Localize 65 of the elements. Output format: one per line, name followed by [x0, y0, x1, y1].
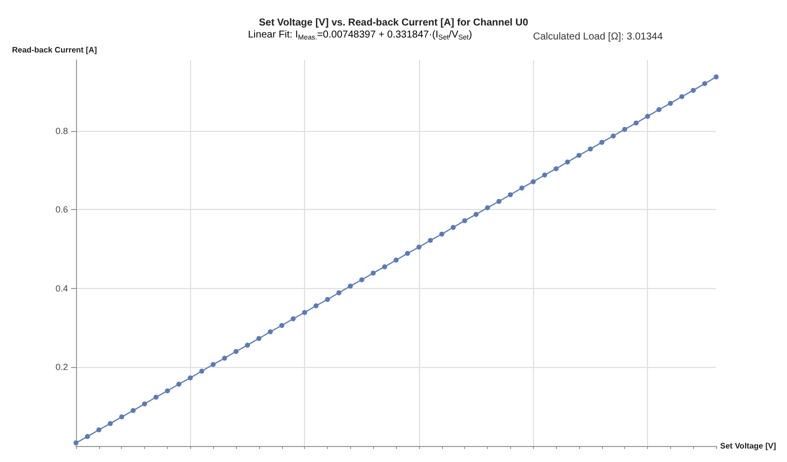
point [645, 114, 650, 119]
point [634, 120, 639, 126]
point [519, 186, 524, 191]
point [588, 146, 593, 152]
point [714, 74, 719, 80]
point [530, 179, 536, 184]
y-tick-label: 0.8 [55, 126, 68, 136]
y-axis-title: Read-back Current [A] [12, 46, 98, 54]
x-axis-title: Set Voltage [V] [720, 442, 776, 450]
point [382, 264, 388, 270]
point [690, 88, 696, 93]
y-tick-label: 0.6 [55, 204, 68, 215]
point [324, 296, 330, 302]
point [394, 258, 399, 263]
point [439, 232, 444, 237]
point [188, 375, 193, 380]
point [336, 290, 342, 296]
point [142, 401, 148, 406]
point [268, 329, 273, 334]
point [119, 414, 124, 420]
point [279, 322, 284, 328]
point [462, 218, 468, 224]
point [679, 94, 684, 100]
point [234, 348, 239, 354]
point [416, 244, 422, 250]
point [428, 238, 433, 243]
point [610, 134, 616, 139]
point [656, 107, 662, 112]
point [314, 303, 319, 308]
text: Calculated Load [Ω]: 3.01344 [533, 32, 664, 42]
point [108, 421, 113, 426]
point [702, 81, 708, 86]
point [84, 434, 90, 440]
point [508, 192, 513, 198]
point [599, 140, 604, 145]
point [290, 316, 296, 322]
point [256, 336, 262, 341]
point [154, 394, 159, 400]
point [176, 382, 182, 387]
point [199, 368, 204, 374]
point [302, 310, 308, 315]
point [554, 166, 559, 172]
point [565, 160, 570, 165]
point [210, 362, 216, 367]
point [622, 126, 628, 132]
chart-title: Set Voltage [V] vs. Read-back Current [A] for Channel U0 [258, 18, 529, 28]
point [74, 440, 78, 446]
point [668, 100, 673, 106]
point [450, 224, 456, 230]
point [370, 270, 376, 276]
point [496, 198, 502, 204]
point [130, 408, 136, 414]
point [576, 152, 582, 158]
point [96, 427, 102, 432]
point [164, 388, 170, 394]
y-tick-label: 0.2 [55, 362, 68, 372]
point [244, 342, 250, 348]
point [348, 284, 353, 289]
point [405, 250, 410, 256]
y-tick-label: 0.4 [55, 283, 68, 294]
point [222, 356, 228, 361]
point [474, 212, 479, 217]
point [359, 277, 364, 282]
point [485, 205, 490, 210]
point [542, 172, 548, 178]
